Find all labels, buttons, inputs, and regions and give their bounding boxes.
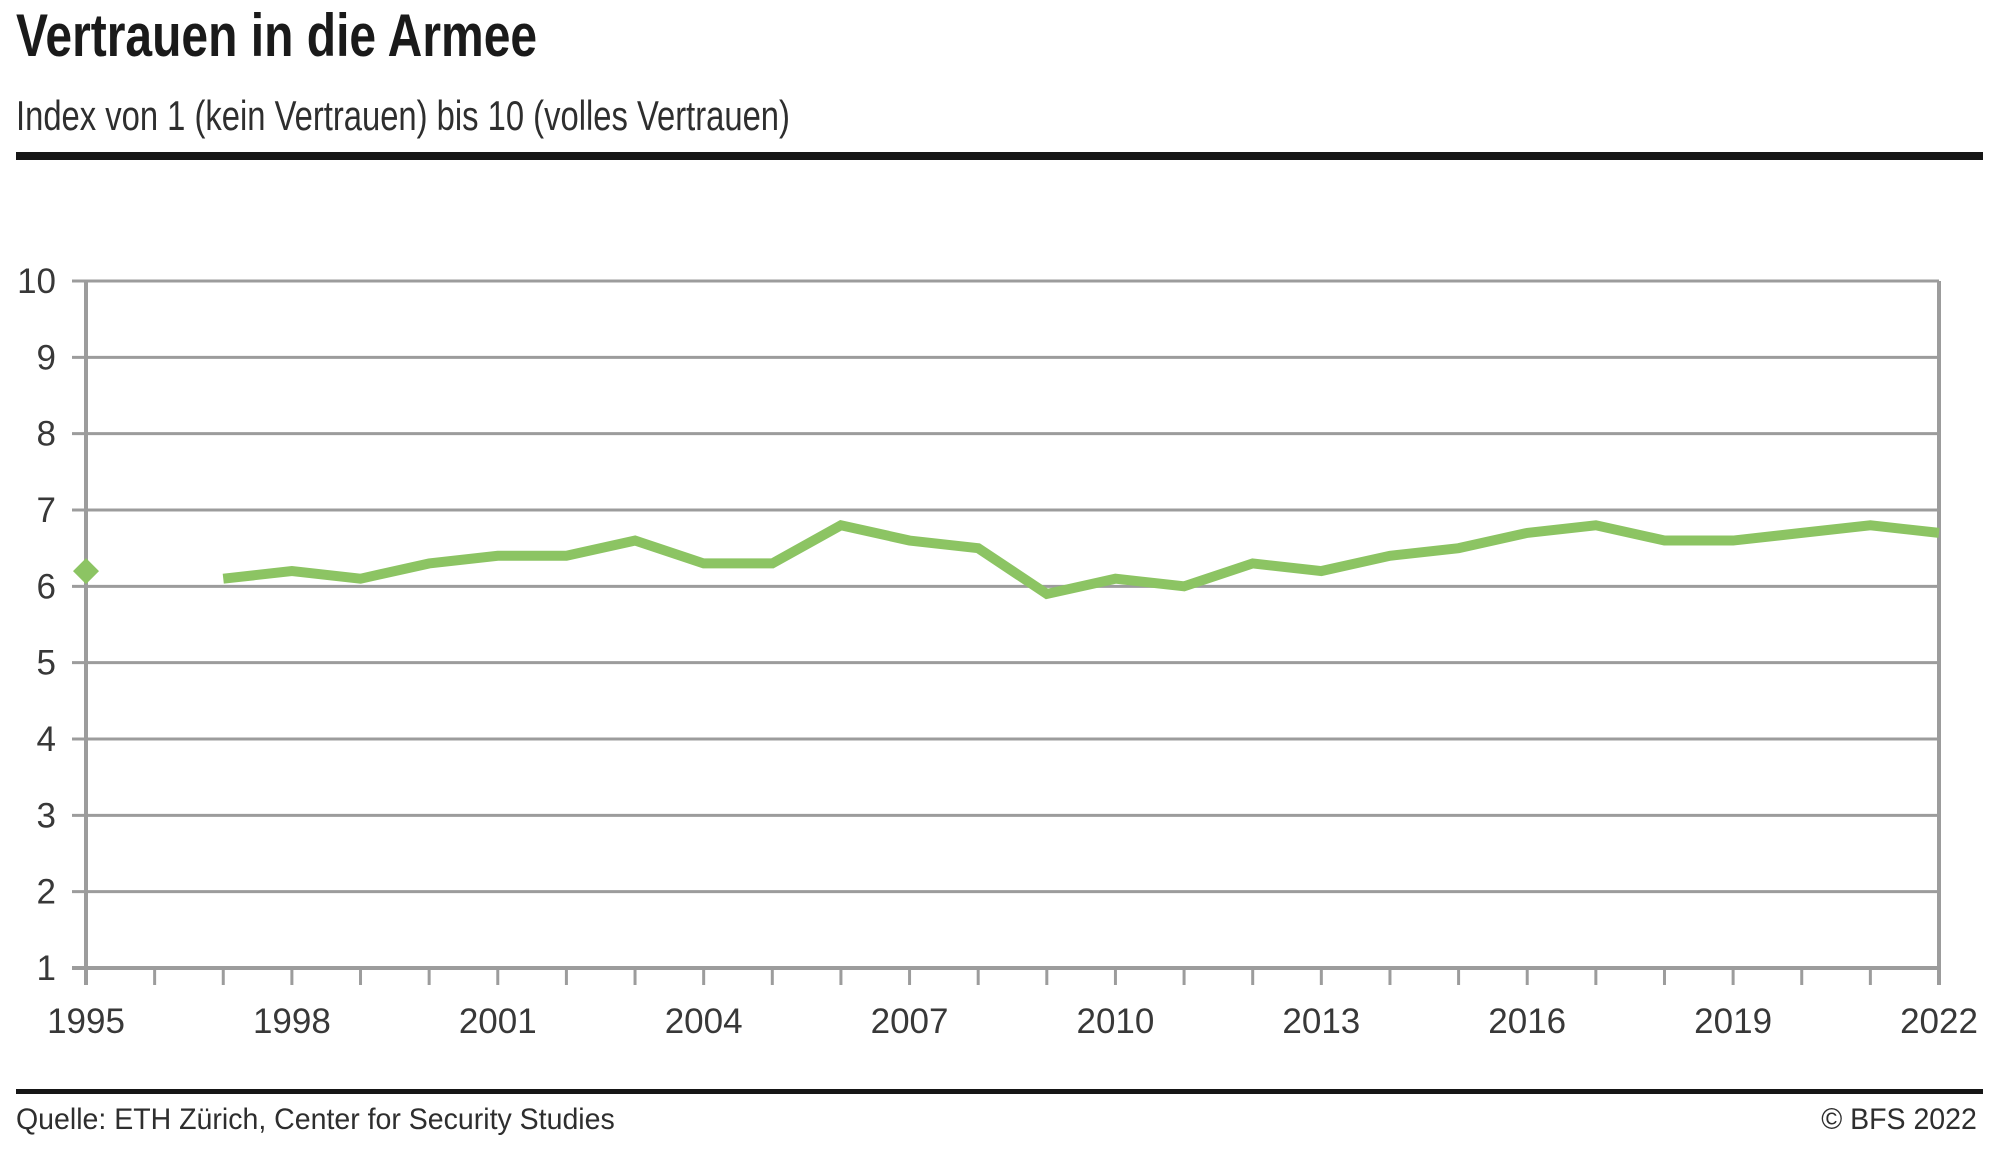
trend-line (222, 519, 1940, 600)
y-tick-label-10: 10 (17, 262, 56, 301)
x-tick-label-2010: 2010 (1077, 1002, 1155, 1041)
y-tick-label-7: 7 (37, 491, 56, 530)
x-tick-label-2004: 2004 (665, 1002, 743, 1041)
page-title: Vertrauen in die Armee (16, 2, 538, 69)
x-tick-label-2022: 2022 (1900, 1002, 1978, 1041)
y-tick-label-1: 1 (37, 949, 56, 988)
y-tick-label-2: 2 (37, 873, 56, 912)
series-layer (73, 519, 1940, 600)
y-tick-label-6: 6 (37, 567, 56, 606)
x-tick-label-2019: 2019 (1694, 1002, 1772, 1041)
y-tick-label-4: 4 (37, 720, 56, 759)
page-subtitle: Index von 1 (kein Vertrauen) bis 10 (vol… (16, 92, 790, 139)
x-tick-label-1995: 1995 (47, 1002, 125, 1041)
x-tick-label-2016: 2016 (1488, 1002, 1566, 1041)
x-tick-label-2001: 2001 (459, 1002, 537, 1041)
y-tick-label-9: 9 (37, 338, 56, 377)
header-divider (16, 152, 1983, 160)
label-layer: 1 2 3 4 5 6 7 8 9 10 1995 1998 2001 2004 2007 2010 2013 2… (17, 262, 1978, 1041)
x-tick-label-1998: 1998 (253, 1002, 331, 1041)
y-tick-label-8: 8 (37, 415, 56, 454)
axis-layer (84, 281, 1941, 985)
y-tick-label-3: 3 (37, 796, 56, 835)
source-note: Quelle: ETH Zürich, Center for Security … (16, 1103, 615, 1136)
diamond-marker-1995 (73, 558, 99, 585)
x-tick-label-2013: 2013 (1282, 1002, 1360, 1041)
y-tick-label-5: 5 (37, 644, 56, 683)
footer-divider (16, 1089, 1983, 1094)
x-tick-label-2007: 2007 (871, 1002, 949, 1041)
grid-layer (72, 279, 1939, 970)
copyright-note: © BFS 2022 (1821, 1103, 1977, 1136)
